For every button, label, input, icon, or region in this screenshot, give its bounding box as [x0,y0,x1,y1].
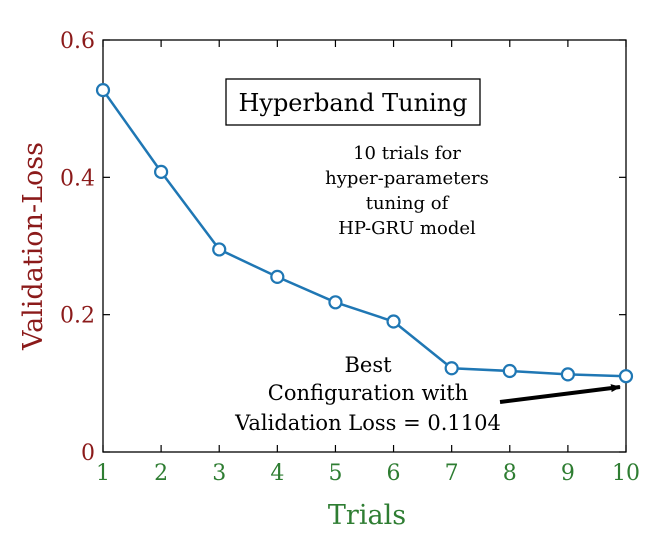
axis-ticks [102,39,627,453]
data-point [560,367,575,382]
series-loss [95,83,634,384]
y-tick-label: 0 [81,441,95,466]
data-point [154,164,169,179]
best-line-1: Best [344,353,392,377]
best-line-3: Validation Loss = 0.1104 [234,411,501,435]
x-axis-label: Trials [328,500,406,531]
data-point [328,295,343,310]
y-tick-label: 0.4 [60,166,95,191]
best-annotation: Best Configuration with Validation Loss … [234,353,501,435]
data-point [618,369,634,384]
data-point [502,363,517,379]
x-tick-label: 3 [212,461,226,486]
tick-labels: 1 2 3 4 5 6 7 8 9 10 0 0.2 0.4 0.6 [60,29,640,486]
info-line-2: hyper-parameters [325,168,489,189]
info-line-3: tuning of [366,193,450,214]
data-point [386,314,401,329]
info-line-1: 10 trials for [353,143,461,164]
x-tick-label: 9 [561,461,575,486]
x-tick-label: 5 [328,461,342,486]
title-box [225,78,481,126]
x-tick-label: 2 [154,461,168,486]
x-tick-label: 1 [96,461,110,486]
x-tick-label: 6 [387,461,401,486]
x-tick-label: 8 [503,461,517,486]
chart-title: Hyperband Tuning [238,89,467,117]
info-line-4: HP-GRU model [338,218,476,239]
series-line [101,89,627,378]
x-tick-label: 4 [270,461,284,486]
x-tick-label: 10 [612,461,640,486]
data-point [95,83,111,98]
data-point [444,361,459,376]
best-line-2: Configuration with [268,381,468,405]
y-tick-label: 0.6 [60,29,95,54]
x-tick-label: 7 [445,461,459,486]
y-axis-label: Validation-Loss [18,142,49,351]
plot-frame [102,39,627,453]
info-annotation: 10 trials for hyper-parameters tuning of… [325,143,489,239]
y-tick-label: 0.2 [60,304,95,329]
best-arrow [499,384,621,404]
data-point [270,269,285,284]
data-point [212,242,227,257]
